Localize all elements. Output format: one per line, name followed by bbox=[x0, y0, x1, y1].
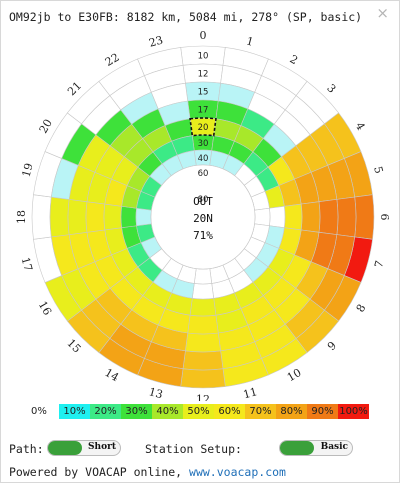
hour-label-15: 15 bbox=[64, 337, 83, 356]
hour-label-11: 11 bbox=[242, 385, 259, 401]
hour-label-14: 14 bbox=[102, 366, 121, 384]
hour-label-8: 8 bbox=[354, 302, 369, 315]
hour-label-16: 16 bbox=[36, 299, 54, 318]
scale-swatch-50pct: 50% bbox=[183, 404, 214, 419]
cell-h18-f12 bbox=[49, 196, 70, 238]
hour-label-12: 12 bbox=[196, 393, 210, 401]
voacap-link[interactable]: www.voacap.com bbox=[189, 465, 286, 479]
cell-h12-f20 bbox=[189, 297, 217, 317]
cell-h6-f12 bbox=[336, 196, 357, 238]
path-toggle-knob bbox=[48, 441, 82, 455]
cell-h6-f30 bbox=[269, 205, 286, 229]
cell-h18-f10 bbox=[31, 194, 52, 240]
scale-swatch-60pct: 60% bbox=[214, 404, 245, 419]
station-setup-label: Station Setup: bbox=[145, 442, 242, 456]
path-toggle[interactable]: Short bbox=[47, 440, 121, 456]
scale-swatch-100pct: 100% bbox=[338, 404, 369, 419]
path-toggle-label: Short bbox=[88, 442, 116, 452]
cell-h12-f12 bbox=[182, 350, 224, 371]
hour-label-9: 9 bbox=[325, 339, 339, 353]
scale-swatch-30pct: 30% bbox=[121, 404, 152, 419]
cell-h18-f15 bbox=[67, 199, 88, 235]
cell-h6-f10 bbox=[354, 194, 375, 240]
hour-label-1: 1 bbox=[245, 35, 255, 49]
hour-label-3: 3 bbox=[324, 82, 338, 96]
cell-h18-f30 bbox=[120, 205, 137, 229]
hour-label-20: 20 bbox=[37, 117, 55, 136]
cell-h6-f17 bbox=[300, 201, 321, 233]
hour-label-13: 13 bbox=[147, 385, 164, 401]
freq-label-60: 60 bbox=[198, 169, 209, 179]
scale-swatch-10pct: 10% bbox=[59, 404, 90, 419]
scale-label-0: 0% bbox=[31, 406, 47, 417]
scale-swatch-70pct: 70% bbox=[245, 404, 276, 419]
cell-h12-f40 bbox=[193, 268, 213, 285]
footer: Powered by VOACAP online, www.voacap.com bbox=[9, 465, 286, 479]
center-text-1: 20N bbox=[193, 212, 213, 225]
hour-label-10: 10 bbox=[285, 366, 304, 384]
freq-label-10: 10 bbox=[198, 52, 209, 62]
hour-label-22: 22 bbox=[103, 51, 122, 69]
hour-label-5: 5 bbox=[371, 165, 385, 175]
hour-label-17: 17 bbox=[19, 256, 35, 273]
hour-label-6: 6 bbox=[378, 214, 391, 221]
cell-h18-f17 bbox=[85, 201, 106, 233]
close-icon[interactable]: × bbox=[376, 4, 389, 22]
highlight-cell-marker bbox=[189, 117, 217, 137]
cell-h18-f20 bbox=[103, 203, 123, 231]
center-text-2: 71% bbox=[193, 229, 213, 242]
freq-label-30: 30 bbox=[198, 139, 209, 149]
cell-h12-f30 bbox=[191, 283, 215, 300]
hour-label-7: 7 bbox=[372, 259, 386, 269]
freq-label-17: 17 bbox=[198, 106, 209, 116]
cell-h18-f40 bbox=[135, 207, 152, 227]
scale-swatch-40pct: 40% bbox=[152, 404, 183, 419]
station-toggle-label: Basic bbox=[320, 442, 348, 452]
scale-swatch-80pct: 80% bbox=[276, 404, 307, 419]
scale-swatch-20pct: 20% bbox=[90, 404, 121, 419]
hour-label-23: 23 bbox=[148, 34, 165, 50]
hour-label-2: 2 bbox=[287, 52, 300, 67]
freq-label-15: 15 bbox=[198, 88, 209, 98]
cell-h6-f15 bbox=[318, 199, 339, 235]
hour-label-0: 0 bbox=[200, 31, 207, 42]
cell-h12-f15 bbox=[185, 332, 221, 353]
hour-label-4: 4 bbox=[353, 120, 368, 133]
station-setup-toggle[interactable]: Basic bbox=[279, 440, 353, 456]
freq-label-80: 80 bbox=[198, 195, 209, 205]
hour-label-19: 19 bbox=[20, 162, 36, 179]
cell-h6-f20 bbox=[283, 203, 303, 231]
center-text-0: OUT bbox=[193, 195, 213, 208]
cell-h12-f17 bbox=[187, 314, 219, 335]
scale-swatch-90pct: 90% bbox=[307, 404, 338, 419]
freq-label-40: 40 bbox=[198, 154, 209, 164]
hour-label-18: 18 bbox=[15, 210, 28, 224]
hour-label-21: 21 bbox=[65, 79, 84, 98]
footer-text: Powered by VOACAP online, bbox=[9, 465, 183, 479]
center-disc bbox=[150, 164, 256, 270]
page-title: OM92jb to E30FB: 8182 km, 5084 mi, 278° … bbox=[9, 10, 363, 24]
cell-h6-f40 bbox=[254, 207, 271, 227]
cell-h12-f10 bbox=[180, 368, 226, 389]
station-toggle-knob bbox=[280, 441, 314, 455]
freq-label-12: 12 bbox=[198, 70, 209, 80]
path-label: Path: bbox=[9, 442, 44, 456]
freq-label-20: 20 bbox=[198, 123, 209, 133]
